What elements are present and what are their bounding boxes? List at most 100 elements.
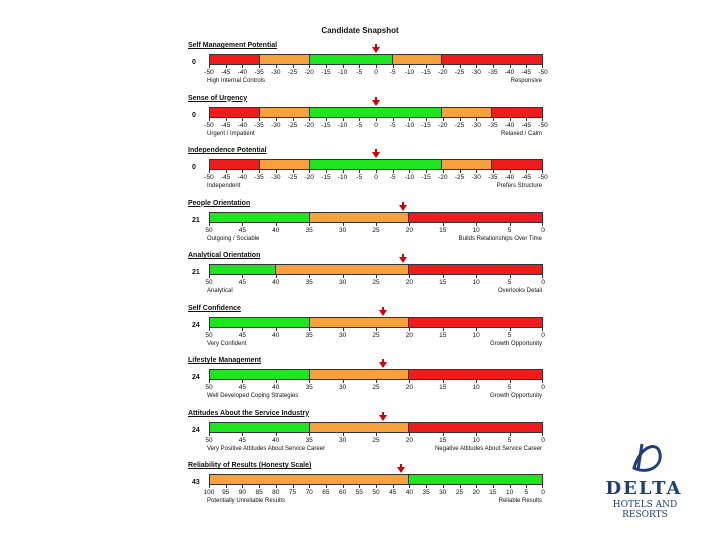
scale-band-orange: [309, 212, 410, 222]
scale-tick-label: 30: [338, 279, 347, 286]
scale-tick: [376, 327, 377, 331]
scale-tick: [376, 485, 377, 488]
scale-score: 0: [192, 164, 196, 171]
scale-tick-label: -45: [521, 174, 531, 181]
scale-tick: [442, 275, 444, 278]
scale-tick: [325, 117, 327, 121]
scale-tick: [509, 327, 511, 331]
scale-tick: [275, 432, 277, 436]
scale-tick: [342, 485, 344, 488]
scale-ticks: [209, 65, 543, 69]
scale-bar: [209, 369, 543, 380]
scale-tick: [426, 485, 428, 488]
scale-score: 0: [192, 59, 196, 66]
scale-tick: [325, 65, 327, 68]
scale-tick-label: 45: [389, 489, 397, 496]
scale-tick: [376, 65, 377, 68]
scale-band-green: [309, 160, 443, 169]
scale-tick-label: 85: [255, 489, 263, 496]
scale-tick-label: -5: [356, 69, 363, 76]
scale-section: Sense of Urgency 0 -50 -45 -40 -35 -30 -25 -20 -1…: [186, 94, 548, 149]
delta-logo: DELTA HOTELS AND RESORTS: [590, 438, 700, 520]
scale-tick: [225, 117, 227, 121]
scale-tick-label: -30: [271, 174, 281, 181]
scale-tick-label: 25: [372, 384, 380, 391]
scale-tick-label: -30: [471, 121, 481, 129]
scale-tick: [259, 117, 261, 121]
scale-ticks: [209, 380, 543, 384]
scale-tick-label: -20: [304, 69, 314, 76]
scale-tick-label: -5: [356, 121, 363, 129]
scale-band-orange: [210, 475, 410, 484]
scale-band-green: [309, 55, 393, 64]
scale-tick-label: 15: [439, 279, 447, 286]
scale-band-green: [409, 475, 542, 484]
scale-tick-label: 25: [455, 489, 464, 496]
scale-band-green: [210, 422, 310, 432]
scale-tick: [309, 380, 311, 383]
scale-tick-label: -40: [504, 69, 515, 76]
scale-tick: [342, 327, 344, 331]
scale-section: Reliability of Results (Honesty Scale) 43…: [186, 462, 546, 516]
scale-tick: [275, 485, 277, 488]
scale-title: Attitudes About the Service Industry: [188, 409, 310, 417]
scale-tick-label: 50: [205, 384, 213, 391]
score-marker-icon: [378, 306, 387, 316]
scale-tick-labels: 50 45 40 35 30 25 20 15 10 5 0: [205, 279, 544, 288]
scale-tick-label: 0: [541, 331, 545, 339]
scale-band-orange: [259, 107, 310, 117]
scale-tick-label: 40: [272, 384, 280, 391]
scale-title: Analytical Orientation: [188, 252, 261, 259]
scale-tick: [209, 432, 210, 436]
scale-tick-label: -25: [287, 121, 298, 129]
scale-score: 24: [192, 426, 200, 434]
scale-tick-label: -30: [271, 121, 281, 129]
scale-title: Sense of Urgency: [188, 94, 248, 102]
scale-tick-label: 50: [205, 226, 213, 234]
scale-tick-label: 60: [338, 489, 347, 496]
scale-tick: [359, 65, 361, 68]
scale-tick-label: -45: [521, 69, 531, 76]
scale-ticks: [209, 432, 543, 437]
scale-ticks: [209, 170, 543, 174]
scale-tick: [225, 485, 227, 488]
scale-tick-label: 0: [541, 489, 545, 496]
scale-tick: [359, 170, 361, 173]
scale-tick-label: 50: [372, 489, 380, 496]
scale-tick: [542, 222, 543, 226]
delta-d-logo-icon: [632, 443, 662, 472]
scale-tick: [492, 65, 494, 68]
scale-tick: [325, 170, 327, 173]
scale-tick-label: 20: [405, 436, 414, 444]
scale-band-orange: [309, 317, 410, 327]
scale-tick-label: -45: [220, 121, 231, 129]
scale-tick: [359, 485, 361, 488]
scale-tick: [242, 170, 244, 173]
score-marker-icon: [372, 44, 380, 53]
scale-band-orange: [259, 55, 310, 64]
scale-tick: [509, 275, 511, 278]
scale-tick-label: -5: [389, 174, 396, 181]
scale-tick-label: 100: [203, 489, 215, 496]
scale-tick-label: -15: [421, 174, 431, 181]
scale-tick-labels: 50 45 40 35 30 25 20 15 10 5 0: [205, 331, 545, 341]
scale-tick: [376, 275, 377, 278]
scale-band-red: [492, 160, 542, 169]
scale-tick-label: 10: [472, 331, 480, 339]
scale-tick: [542, 327, 543, 331]
scale-band-red: [409, 422, 542, 432]
scale-title: Lifestyle Management: [188, 357, 262, 364]
scale-tick-label: 30: [338, 226, 347, 234]
scale-ticks: [209, 485, 543, 489]
scale-tick-label: 40: [272, 226, 280, 234]
scale-tick-label: 25: [372, 331, 380, 339]
scale-score: 21: [192, 216, 200, 224]
scale-section: Attitudes About the Service Industry 24 50…: [186, 410, 546, 464]
scale-tick: [209, 485, 210, 488]
scale-tick: [476, 170, 478, 173]
scale-tick: [476, 117, 478, 121]
scale-right-descriptor: Builds Relationships Over Time: [458, 235, 542, 242]
scale-tick: [376, 117, 377, 121]
scale-tick-label: 35: [305, 226, 313, 234]
scale-tick-label: -45: [220, 69, 231, 76]
